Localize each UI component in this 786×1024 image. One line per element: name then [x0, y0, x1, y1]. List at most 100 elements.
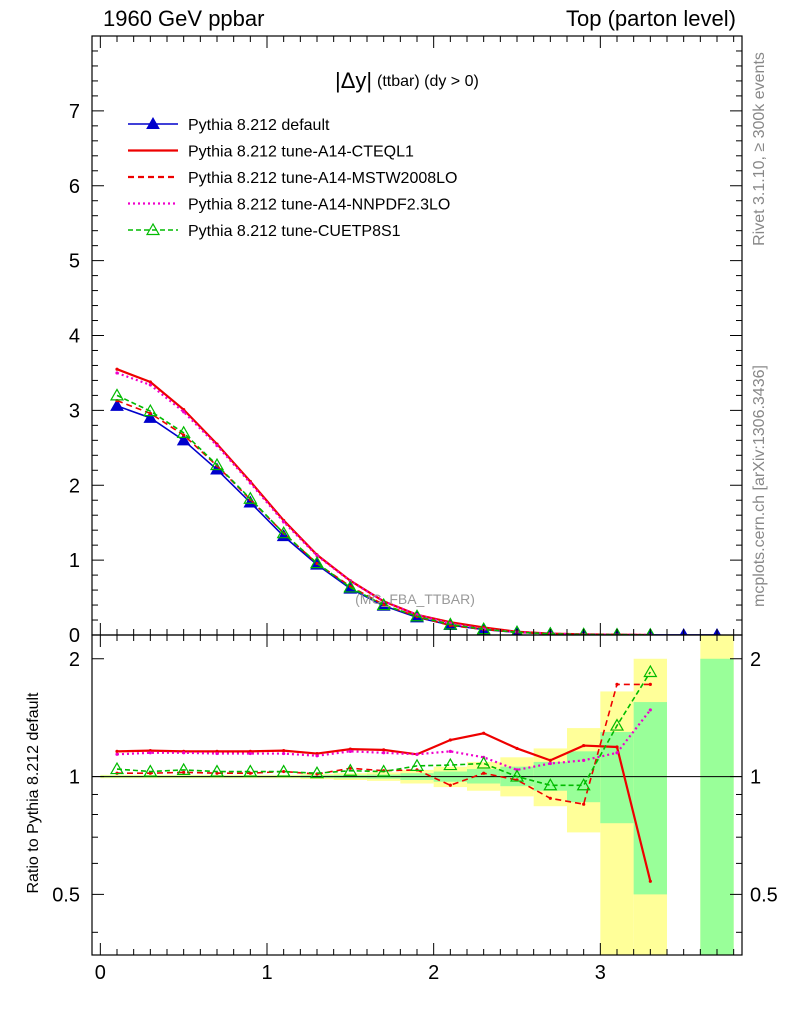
series-4-point-14: [579, 627, 589, 635]
ratio-2-point-10: [448, 783, 452, 787]
ratio-4-point-14: [576, 778, 591, 791]
legend-label-4: Pythia 8.212 tune-CUETP8S1: [188, 223, 401, 240]
series-4-point-9: [409, 609, 425, 622]
ratio-4-point-12: [509, 769, 525, 782]
ratio-1-point-11: [482, 731, 486, 735]
series-4-point-3: [209, 457, 225, 471]
ratio-2-point-1: [148, 771, 152, 775]
legend-marker-0: [146, 116, 160, 129]
series-2-point-2: [182, 433, 186, 437]
ratio-4-point-10: [443, 757, 458, 771]
series-4-point-7: [343, 580, 358, 593]
x-tick-label: 0: [95, 962, 106, 984]
y-tick-label: 3: [69, 400, 80, 422]
series-3-point-2: [182, 410, 186, 414]
ratio-1-point-10: [448, 738, 452, 742]
ratio-3-point-6: [315, 754, 319, 758]
series-3-point-3: [215, 443, 219, 448]
series-4-point-0: [109, 388, 125, 401]
rivet-version-label: Rivet 3.1.10, ≥ 300k events: [751, 52, 768, 246]
y-tick-label: 1: [69, 550, 80, 572]
series-3-point-0: [115, 371, 119, 375]
ratio-uncertainty-bands: [100, 635, 734, 955]
series-2-point-1: [148, 411, 152, 415]
legend-marker-4: [145, 222, 161, 236]
legend-label-0: Pythia 8.212 default: [188, 117, 330, 134]
ratio-2-point-15: [615, 682, 619, 686]
series-4-point-4: [243, 491, 258, 504]
ratio-3-point-13: [548, 761, 552, 766]
series-4-point-8: [376, 597, 391, 611]
ratio-2-point-5: [282, 769, 286, 774]
ratio-4-point-1: [143, 764, 158, 777]
chart-title-main: |Δy|: [335, 68, 372, 93]
x-tick-label: 3: [595, 962, 606, 984]
header-process: Top (parton level): [566, 6, 736, 31]
ratio-4-point-3: [209, 764, 225, 777]
ratio-3-point-1: [148, 751, 152, 755]
series-4-point-15: [612, 627, 622, 635]
ratio-4-point-11: [476, 756, 491, 769]
ratio-1-point-1: [148, 749, 152, 753]
ratio-1-point-16: [648, 879, 652, 883]
ratio-1-point-15: [615, 745, 619, 749]
ratio-band-yellow-15: [600, 691, 634, 955]
series-4-point-1: [143, 403, 158, 417]
ratio-tick-label-right: 1: [750, 767, 761, 789]
chart-title: |Δy| (ttbar) (dy > 0): [335, 68, 479, 93]
ratio-3-point-7: [348, 749, 352, 753]
ratio-3-point-2: [182, 751, 186, 755]
ratio-3-point-8: [382, 751, 386, 755]
ratio-3-point-14: [582, 758, 586, 762]
ratio-2-point-7: [348, 766, 352, 770]
ratio-band-green-17: [700, 658, 734, 955]
series-4-point-2: [176, 425, 191, 438]
ratio-2-point-2: [182, 770, 186, 774]
ratio-y-axis-label: Ratio to Pythia 8.212 default: [25, 692, 42, 894]
ratio-3-point-3: [215, 751, 219, 756]
series-3-point-1: [148, 383, 152, 387]
legend: Pythia 8.212 default Pythia 8.212 tune-A1…: [128, 116, 457, 240]
series-3-point-6: [315, 554, 319, 558]
ratio-1-point-0: [115, 749, 119, 753]
ratio-2-point-16: [648, 682, 652, 686]
ratio-1-point-5: [282, 749, 286, 753]
ratio-1-point-6: [315, 751, 319, 756]
ratio-4-point-16: [643, 664, 658, 678]
ratio-tick-label-right: 2: [750, 649, 761, 671]
y-tick-label: 0: [69, 625, 80, 647]
legend-label-1: Pythia 8.212 tune-A14-CTEQL1: [188, 144, 414, 161]
y-tick-label: 6: [69, 176, 80, 198]
ratio-tick-label-left: 2: [69, 649, 80, 671]
ratio-1-point-12: [515, 746, 519, 751]
ratio-4-point-8: [376, 764, 391, 777]
series-4-point-5: [276, 525, 291, 539]
ratio-4-point-5: [276, 764, 291, 777]
axes-group: 0 1 2 3 0 1 2 3 4 5 6 7 0.5 0.5 1 1 2 2: [52, 36, 778, 984]
chart-title-sub: (ttbar) (dy > 0): [377, 73, 479, 90]
header-energy: 1960 GeV ppbar: [103, 6, 265, 31]
ratio-3-point-5: [282, 751, 286, 756]
analysis-watermark: (MC_FBA_TTBAR): [355, 591, 475, 607]
series-0-point-0: [110, 398, 124, 411]
series-0-point-1: [143, 410, 158, 423]
ratio-4-point-9: [409, 758, 425, 771]
ratio-2-point-4: [248, 771, 252, 775]
ratio-2-point-13: [548, 796, 552, 800]
ratio-2-point-3: [215, 771, 219, 775]
ratio-2-point-14: [582, 802, 586, 806]
ratio-3-point-16: [648, 708, 652, 712]
series-4-point-13: [545, 626, 556, 635]
ratio-4-point-15: [609, 718, 625, 731]
ratio-3-point-10: [448, 749, 452, 753]
series-4-point-16: [646, 627, 655, 635]
series-3-point-5: [282, 520, 286, 524]
legend-label-3: Pythia 8.212 tune-A14-NNPDF2.3LO: [188, 197, 450, 214]
series-1-point-0: [115, 367, 119, 371]
ratio-tick-label-left: 0.5: [52, 884, 80, 906]
y-tick-label: 2: [69, 475, 80, 497]
ratio-3-point-9: [415, 752, 419, 756]
series-0-point-2: [176, 433, 191, 446]
ratio-2-point-11: [482, 771, 486, 775]
series-3-point-4: [248, 481, 252, 485]
